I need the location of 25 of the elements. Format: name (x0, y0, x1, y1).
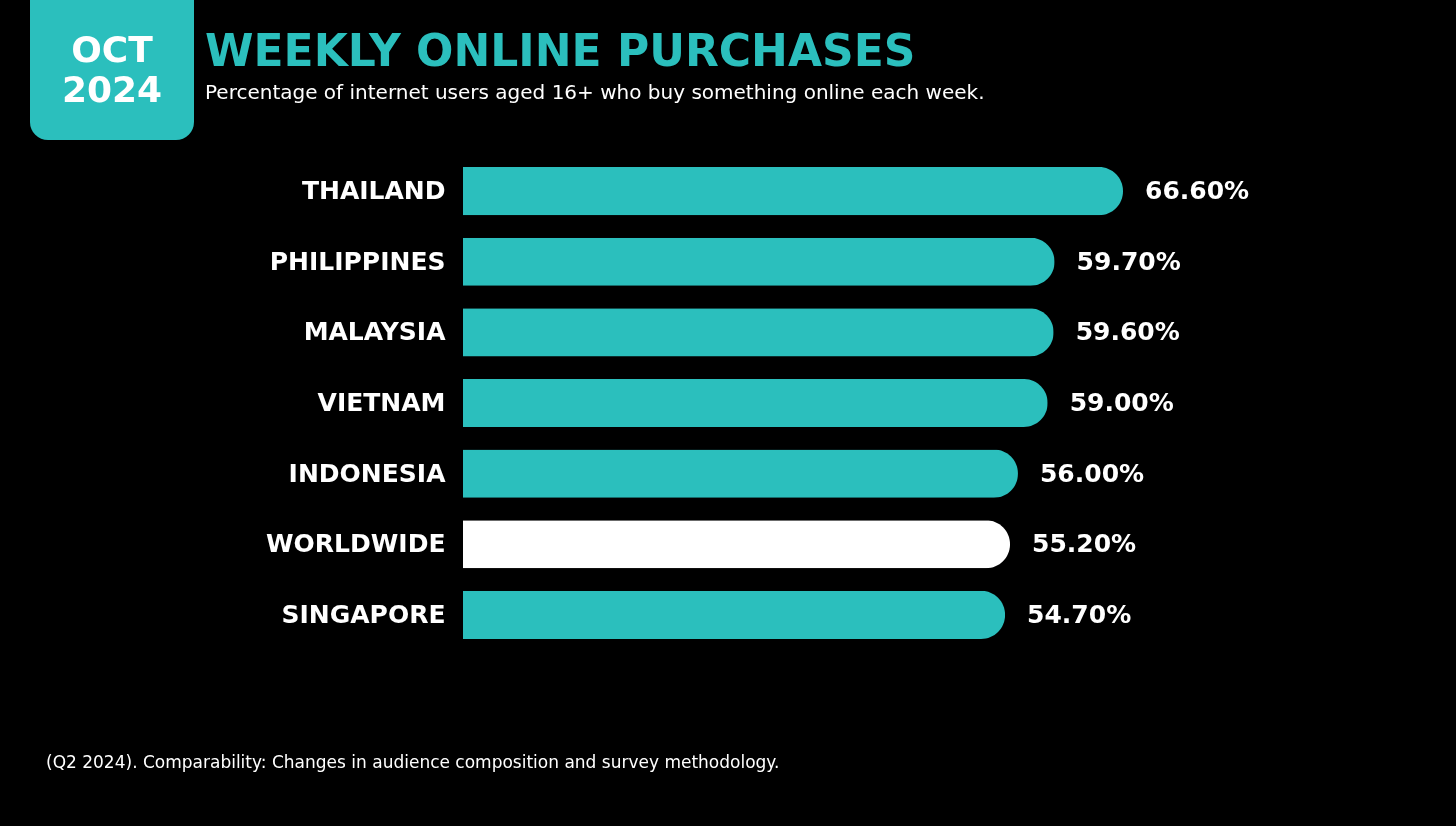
y-tick-label: PHILIPPINES (269, 246, 446, 276)
text: (Q2 2024). Comparability: Changes in audience composition and survey methodology. (46, 752, 780, 772)
chart-title: WEEKLY ONLINE PURCHASES (205, 25, 916, 76)
y-tick-label: MALAYSIA (303, 317, 447, 347)
data-label: 56.00% (1039, 458, 1145, 488)
chart-subtitle: Percentage of internet users aged 16+ who buy something online each week. (205, 80, 985, 104)
y-tick-label: VIETNAM (317, 388, 446, 417)
y-tick-label: SINGAPORE (281, 599, 446, 629)
bar (463, 520, 1011, 569)
bar (463, 167, 1123, 216)
bar (463, 449, 1018, 498)
data-label: 54.70% (1027, 599, 1132, 629)
y-tick-label: INDONESIA (288, 458, 447, 488)
bar (463, 308, 1054, 357)
data-label: 59.00% (1069, 388, 1174, 417)
y-tick-label: THAILAND (301, 176, 446, 206)
bar (463, 378, 1048, 428)
bar (463, 590, 1006, 639)
data-label: 55.20% (1032, 529, 1137, 559)
data-label: 66.60% (1145, 176, 1250, 206)
y-tick-label: WORLDWIDE (266, 529, 446, 559)
text: OCT 2024 (30, 0, 194, 140)
data-label: 59.70% (1076, 246, 1181, 276)
data-label: 59.60% (1075, 317, 1180, 347)
bar (463, 237, 1055, 286)
